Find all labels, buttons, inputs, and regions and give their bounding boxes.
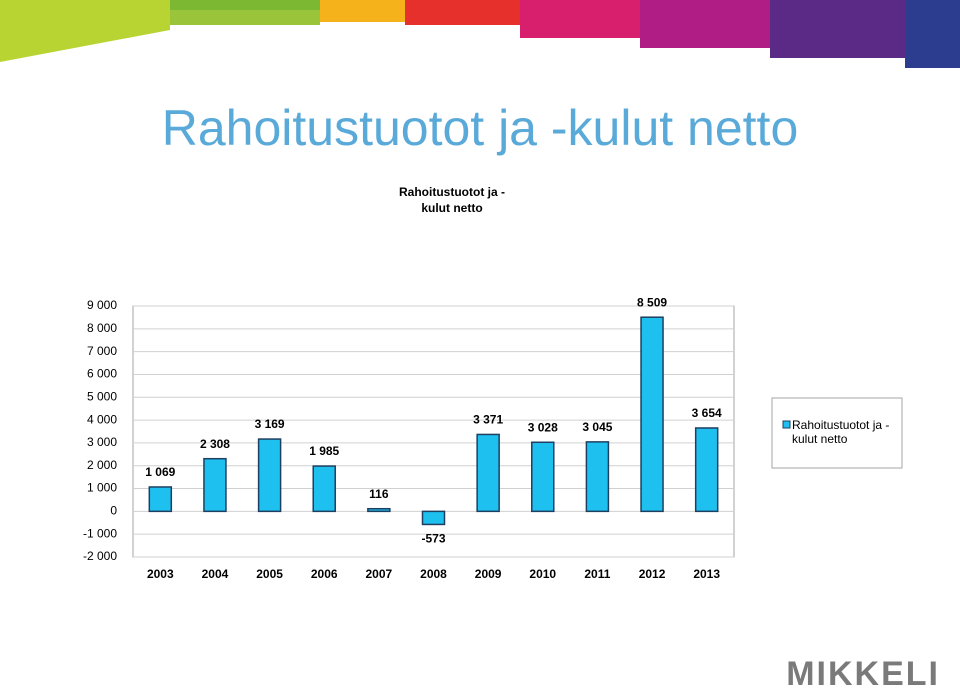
bar — [531, 441, 555, 513]
y-tick-label: 1 000 — [87, 481, 117, 495]
bar — [367, 507, 391, 513]
x-tick-label: 2006 — [311, 567, 338, 581]
value-label: 3 045 — [582, 420, 612, 434]
bar — [148, 486, 173, 513]
value-label: 3 654 — [692, 406, 722, 420]
bar — [421, 510, 446, 526]
bar — [476, 433, 500, 513]
bar — [585, 441, 610, 513]
value-label: 2 308 — [200, 437, 230, 451]
bar — [257, 438, 282, 513]
x-tick-label: 2007 — [366, 567, 393, 581]
legend-label: Rahoitustuotot ja -kulut netto — [792, 418, 890, 446]
value-label: 3 371 — [473, 413, 503, 427]
y-tick-label: 4 000 — [87, 412, 117, 426]
y-tick-label: 6 000 — [87, 367, 117, 381]
bar — [312, 465, 336, 513]
y-tick-label: 3 000 — [87, 435, 117, 449]
bar — [694, 427, 719, 513]
slide-title: Rahoitustuotot ja -kulut netto — [162, 100, 799, 156]
top-stripes — [0, 0, 960, 68]
legend-marker — [782, 420, 791, 429]
chart-title: Rahoitustuotot ja -kulut netto — [399, 185, 505, 215]
value-label: 116 — [369, 487, 389, 501]
y-tick-label: -2 000 — [83, 549, 117, 563]
value-label: 1 069 — [145, 465, 175, 479]
legend — [771, 397, 903, 469]
y-tick-label: 9 000 — [87, 298, 117, 312]
x-tick-label: 2003 — [147, 567, 174, 581]
x-tick-label: 2012 — [639, 567, 666, 581]
value-label: 8 509 — [637, 295, 667, 309]
x-tick-label: 2010 — [529, 567, 556, 581]
x-tick-label: 2011 — [584, 567, 610, 581]
y-tick-label: 7 000 — [87, 344, 117, 358]
y-tick-label: -1 000 — [83, 526, 117, 540]
bar — [640, 316, 664, 513]
x-tick-label: 2009 — [475, 567, 502, 581]
bar — [203, 457, 227, 513]
y-tick-label: 0 — [110, 504, 117, 518]
value-label: 3 028 — [528, 420, 558, 434]
y-tick-label: 2 000 — [87, 458, 117, 472]
value-label: 3 169 — [255, 417, 285, 431]
x-tick-label: 2005 — [256, 567, 283, 581]
value-label: -573 — [421, 532, 445, 546]
x-tick-label: 2004 — [202, 567, 229, 581]
y-tick-label: 8 000 — [87, 321, 117, 335]
x-tick-label: 2013 — [693, 567, 720, 581]
x-tick-label: 2008 — [420, 567, 447, 581]
logo: MIKKELI — [786, 655, 940, 693]
value-label: 1 985 — [309, 444, 339, 458]
y-tick-label: 5 000 — [87, 389, 117, 403]
